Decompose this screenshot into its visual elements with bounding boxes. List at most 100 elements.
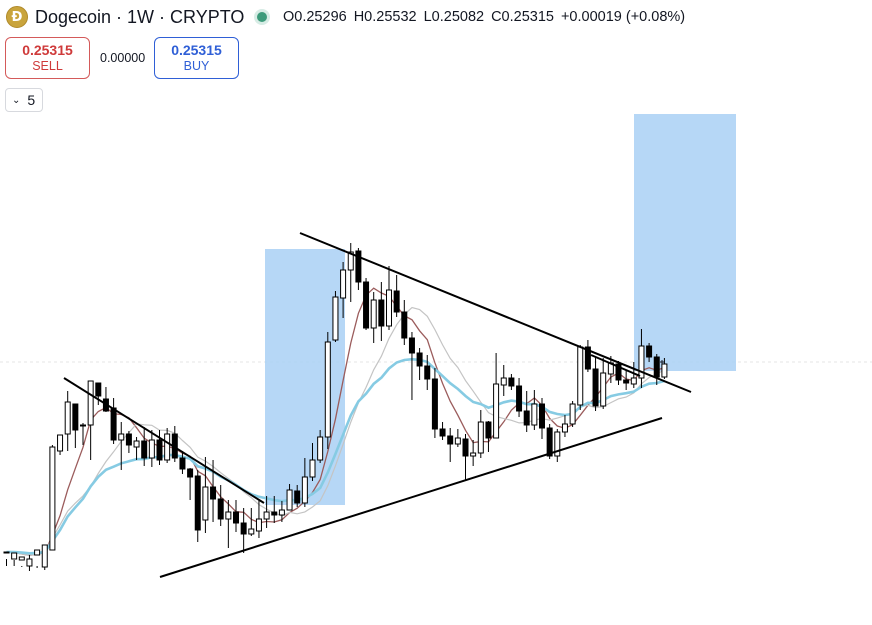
candle <box>661 358 668 379</box>
candle-body <box>248 528 255 535</box>
candle-body <box>477 421 484 454</box>
change-value: +0.00019 (+0.08%) <box>560 9 686 25</box>
candle <box>102 387 109 412</box>
candle-body <box>577 346 584 406</box>
candle <box>286 484 293 511</box>
candle <box>225 500 232 548</box>
trendline[interactable] <box>63 377 265 504</box>
symbol-title[interactable]: Dogecoin · 1W · CRYPTO <box>35 7 245 27</box>
candle <box>355 248 362 290</box>
trendline[interactable] <box>299 232 692 393</box>
candle <box>454 429 461 447</box>
candle-body <box>133 440 140 448</box>
candle-body <box>118 433 125 441</box>
trendline[interactable] <box>159 417 663 578</box>
candle <box>363 278 370 330</box>
spread-value: 0.00000 <box>100 51 146 65</box>
indicators-toggle[interactable]: ⌄ 5 <box>5 88 43 112</box>
candle-body <box>271 511 278 516</box>
candle-body <box>516 385 523 412</box>
candle <box>194 470 201 542</box>
candle-body <box>646 345 653 358</box>
candle <box>72 403 79 448</box>
candle-body <box>125 433 132 446</box>
dogecoin-logo-icon: Ð <box>6 6 28 28</box>
candle-body <box>653 356 660 378</box>
candle-body <box>638 345 645 379</box>
candle-body <box>210 486 217 500</box>
candle <box>217 485 224 526</box>
ma-mid-line <box>6 306 665 556</box>
candle-body <box>301 476 308 504</box>
candle <box>531 390 538 430</box>
candle <box>500 365 507 396</box>
legend-header: Ð Dogecoin · 1W · CRYPTO O0.25296 H0.2553… <box>0 0 872 34</box>
candle-body <box>370 299 377 329</box>
candle-body <box>470 452 477 457</box>
candle <box>202 457 209 533</box>
candle-body <box>439 428 446 437</box>
crosshair-icon <box>660 360 664 364</box>
low-value: L0.25082 <box>423 9 485 25</box>
candle-body <box>72 403 79 431</box>
indicator-count: 5 <box>27 92 36 108</box>
buy-price: 0.25315 <box>171 42 222 58</box>
candle <box>49 445 56 551</box>
close-value: C0.25315 <box>491 9 554 25</box>
candle-body <box>164 433 171 461</box>
candle <box>34 549 41 568</box>
candle <box>638 329 645 388</box>
candle-body <box>493 383 500 439</box>
measure-box[interactable] <box>634 114 736 371</box>
candle <box>187 468 194 500</box>
candle <box>141 427 148 466</box>
candle-body <box>64 401 71 435</box>
candle-body <box>500 377 507 386</box>
candle-body <box>41 544 48 568</box>
candle <box>577 345 584 410</box>
candle-body <box>462 438 469 457</box>
candle-body <box>531 403 538 426</box>
candle-body <box>49 446 56 551</box>
candle <box>431 368 438 438</box>
candle-body <box>141 440 148 459</box>
candle-body <box>255 518 262 532</box>
candle <box>477 410 484 458</box>
candle <box>600 358 607 409</box>
candle-body <box>11 552 18 560</box>
buy-button[interactable]: 0.25315 BUY <box>154 37 239 79</box>
candle-body <box>454 437 461 445</box>
candle <box>332 291 339 342</box>
candle <box>80 423 86 445</box>
candle <box>171 426 178 462</box>
candle <box>462 434 469 480</box>
candle <box>263 496 270 528</box>
candle-body <box>95 382 102 397</box>
candle <box>646 343 653 362</box>
candle <box>653 354 660 385</box>
candle-body <box>332 296 339 341</box>
sell-button[interactable]: 0.25315 SELL <box>5 37 90 79</box>
candle <box>309 443 316 481</box>
candle <box>26 555 33 571</box>
candle <box>386 266 392 330</box>
candle <box>416 348 423 380</box>
candle-body <box>187 468 194 478</box>
trendline[interactable] <box>590 354 641 377</box>
candle <box>125 431 132 453</box>
candle-body <box>408 337 415 354</box>
candle <box>554 429 561 462</box>
candle-body <box>225 511 232 520</box>
candle <box>470 440 477 466</box>
candle <box>615 361 622 385</box>
candle <box>317 430 324 463</box>
candle-body <box>386 289 392 327</box>
ma-slow-line <box>6 357 665 555</box>
open-value: O0.25296 <box>283 9 347 25</box>
candle <box>493 353 500 439</box>
candle <box>11 552 18 566</box>
sell-price: 0.25315 <box>22 42 73 58</box>
candle-body <box>569 403 576 425</box>
candle <box>57 434 64 455</box>
